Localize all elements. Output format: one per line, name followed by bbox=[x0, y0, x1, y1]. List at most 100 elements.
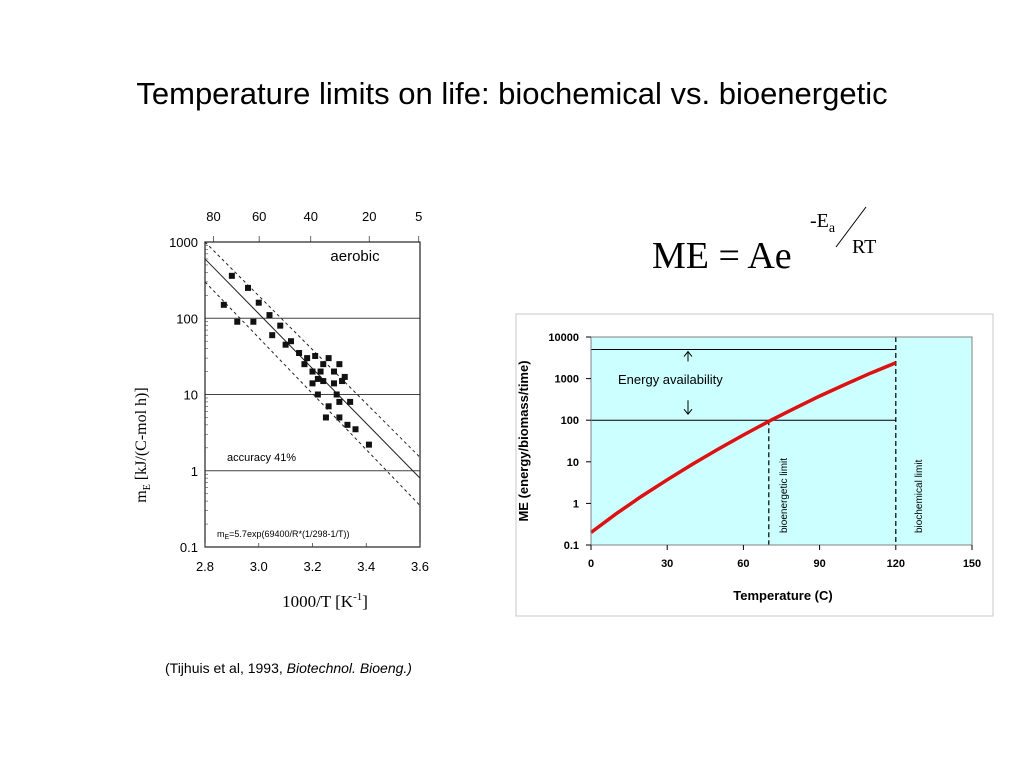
y-tick-label: 10 bbox=[567, 457, 579, 469]
x-tick-label: 3.0 bbox=[250, 559, 268, 574]
formula-annotation: mE=5.7exp(69400/R*(1/298-1/T)) bbox=[217, 529, 350, 541]
citation: (Tijhuis et al, 1993, Biotechnol. Bioeng… bbox=[165, 660, 412, 676]
x-axis-label: Temperature (C) bbox=[733, 588, 832, 603]
data-point bbox=[250, 318, 257, 325]
equation-lhs: ME = Ae bbox=[652, 235, 792, 277]
y-tick-label: 10 bbox=[184, 388, 198, 403]
y-tick-label: 0.1 bbox=[564, 540, 579, 552]
data-point bbox=[314, 375, 321, 382]
y-tick-label: 1000 bbox=[555, 374, 579, 386]
equation-exp-numerator: -Ea bbox=[810, 210, 836, 236]
y-axis-ticks: 0.1 1 10 100 1000 10000 bbox=[548, 332, 591, 552]
biochemical-limit-label: biochemical limit bbox=[914, 459, 925, 533]
y-tick-label: 1 bbox=[191, 464, 198, 479]
data-point bbox=[228, 272, 235, 279]
equation-fraction-slash bbox=[835, 206, 867, 248]
y-tick-label: 0.1 bbox=[180, 540, 198, 555]
citation-text: (Tijhuis et al, 1993, bbox=[165, 660, 287, 676]
top-tick-label: 60 bbox=[252, 209, 266, 224]
confidence-line bbox=[204, 241, 421, 458]
top-tick-label: 40 bbox=[303, 209, 317, 224]
x-tick-label: 60 bbox=[737, 558, 749, 570]
x-axis-ticks: 0 30 60 90 120 150 bbox=[588, 545, 981, 570]
citation-journal: Biotechnol. Bioeng.) bbox=[286, 660, 412, 676]
top-tick-label: 80 bbox=[206, 209, 220, 224]
data-point bbox=[234, 318, 241, 325]
data-point bbox=[309, 380, 316, 387]
y-tick-label: 100 bbox=[176, 311, 198, 326]
x-tick-label: 30 bbox=[661, 558, 673, 570]
data-point bbox=[266, 312, 273, 319]
data-point bbox=[333, 391, 340, 398]
data-point bbox=[325, 403, 332, 410]
data-point bbox=[314, 391, 321, 398]
y-axis-label: ME (energy/biomass/time) bbox=[516, 360, 531, 521]
me-curve bbox=[589, 361, 897, 534]
y-tick-label: 1000 bbox=[169, 235, 198, 250]
equation-exp-denominator: RT bbox=[852, 236, 876, 258]
x-tick-label: 3.6 bbox=[411, 559, 429, 574]
x-tick-label: 0 bbox=[588, 558, 594, 570]
y-tick-label: 1 bbox=[573, 498, 579, 510]
data-point bbox=[339, 378, 346, 385]
rate-equation: ME = Ae -Ea RT bbox=[652, 206, 876, 277]
data-point bbox=[344, 421, 351, 428]
data-point bbox=[336, 414, 343, 421]
y-tick-label: 100 bbox=[561, 415, 579, 427]
data-point bbox=[277, 322, 284, 329]
energy-availability-label: Energy availability bbox=[618, 372, 723, 387]
slide-title: Temperature limits on life: biochemical … bbox=[136, 76, 888, 111]
confidence-line bbox=[204, 281, 421, 506]
top-axis-ticks: 80 60 40 20 5 bbox=[206, 209, 422, 242]
x-tick-label: 3.2 bbox=[303, 559, 321, 574]
equation-exp-e: -E bbox=[810, 210, 829, 232]
y-tick-label: 10000 bbox=[548, 332, 579, 344]
data-point bbox=[296, 350, 303, 357]
data-point bbox=[352, 426, 359, 433]
data-point bbox=[220, 301, 227, 308]
y-axis-ticks: 0.1 1 10 100 1000 bbox=[169, 235, 208, 555]
top-tick-label: 20 bbox=[362, 209, 376, 224]
top-tick-label: 5 bbox=[415, 209, 422, 224]
x-tick-label: 90 bbox=[813, 558, 825, 570]
data-point bbox=[336, 398, 343, 405]
data-point bbox=[331, 380, 337, 387]
data-point bbox=[322, 414, 329, 421]
data-point bbox=[347, 398, 354, 405]
energy-arrows bbox=[683, 350, 693, 416]
accuracy-annotation: accuracy 41% bbox=[227, 452, 296, 464]
x-tick-label: 3.4 bbox=[357, 559, 375, 574]
x-axis-ticks: 2.8 3.0 3.2 3.4 3.6 bbox=[196, 543, 429, 574]
data-point bbox=[255, 299, 262, 306]
gridlines bbox=[205, 317, 420, 472]
fit-lines bbox=[204, 241, 421, 506]
chart-title: aerobic bbox=[330, 248, 380, 265]
data-point bbox=[317, 368, 324, 375]
down-arrow-head bbox=[683, 408, 693, 416]
reference-lines bbox=[591, 337, 897, 545]
x-axis-label: 1000/T [K-1] bbox=[282, 591, 368, 611]
data-point bbox=[365, 441, 372, 448]
x-tick-label: 120 bbox=[887, 558, 905, 570]
data-points bbox=[220, 272, 372, 448]
fit-line bbox=[204, 258, 421, 479]
x-tick-label: 150 bbox=[963, 558, 981, 570]
plot-frame bbox=[590, 336, 973, 546]
up-arrow-head bbox=[683, 350, 693, 357]
data-point bbox=[301, 361, 308, 368]
me-temperature-chart: 0.1 1 10 100 1000 10000 0 30 60 90 120 150 Energy … bbox=[515, 313, 994, 617]
data-point bbox=[320, 378, 327, 385]
data-point bbox=[341, 373, 348, 380]
data-point bbox=[304, 355, 311, 362]
data-point bbox=[325, 355, 332, 362]
data-point bbox=[288, 338, 294, 345]
data-point bbox=[282, 341, 289, 348]
x-tick-label: 2.8 bbox=[196, 559, 214, 574]
data-point bbox=[331, 368, 337, 375]
data-point bbox=[320, 361, 327, 368]
equation-exp-sub: a bbox=[829, 221, 836, 236]
bioenergetic-limit-label: bioenergetic limit bbox=[779, 458, 790, 533]
data-point bbox=[312, 352, 319, 359]
plot-area-background bbox=[591, 337, 972, 545]
